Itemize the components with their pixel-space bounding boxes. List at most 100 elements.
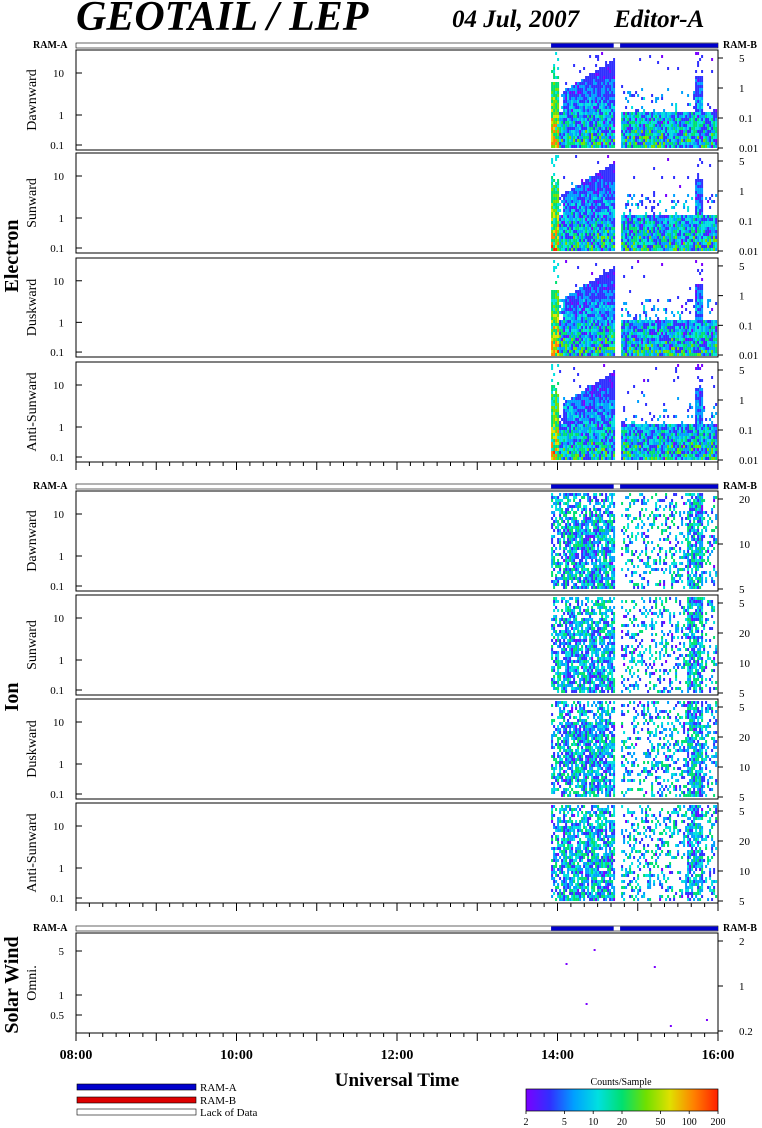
heatmap-cell (601, 338, 604, 341)
heatmap-cell (553, 385, 556, 388)
heatmap-cell (699, 344, 702, 347)
heatmap-cell (611, 311, 614, 314)
heatmap-cell (587, 439, 590, 442)
heatmap-cell (681, 139, 684, 142)
heatmap-cell (695, 182, 698, 185)
heatmap-cell (635, 329, 638, 332)
heatmap-cell (551, 115, 554, 118)
heatmap-cell (597, 124, 600, 127)
heatmap-cell (569, 130, 572, 133)
heatmap-cell (637, 233, 640, 236)
heatmap-cell (587, 115, 590, 118)
heatmap-cell (649, 299, 652, 302)
heatmap-cell (571, 353, 574, 356)
heatmap-cell (625, 115, 628, 118)
heatmap-cell (711, 145, 714, 148)
heatmap-cell (611, 314, 614, 317)
heatmap-cell (679, 185, 682, 188)
heatmap-cell (649, 335, 652, 338)
heatmap-cell (565, 239, 568, 242)
heatmap-cell (713, 115, 716, 118)
heatmap-cell (593, 76, 596, 79)
heatmap-cell (579, 448, 582, 451)
heatmap-cell (703, 236, 706, 239)
heatmap-cell (583, 347, 586, 350)
heatmap-cell (557, 155, 560, 158)
heatmap-cell (557, 248, 560, 251)
heatmap-cell (647, 236, 650, 239)
heatmap-cell (553, 221, 556, 224)
heatmap-cell (587, 344, 590, 347)
heatmap-cell (671, 338, 674, 341)
heatmap-cell (627, 118, 630, 121)
heatmap-cell (621, 224, 624, 227)
heatmap-cell (589, 427, 592, 430)
heatmap-cell (591, 314, 594, 317)
heatmap-cell (569, 212, 572, 215)
heatmap-cell (571, 296, 574, 299)
heatmap-cell (557, 275, 560, 278)
heatmap-cell (567, 145, 570, 148)
heatmap-cell (575, 103, 578, 106)
heatmap-cell (609, 341, 612, 344)
heatmap-cell (663, 341, 666, 344)
heatmap-cell (605, 115, 608, 118)
heatmap-cell (587, 451, 590, 454)
heatmap-cell (563, 415, 566, 418)
heatmap-cell (685, 302, 688, 305)
heatmap-cell (691, 347, 694, 350)
heatmap-cell (569, 409, 572, 412)
heatmap-cell (591, 335, 594, 338)
heatmap-cell (565, 427, 568, 430)
heatmap-cell (569, 454, 572, 457)
heatmap-cell (557, 91, 560, 94)
heatmap-cell (561, 145, 564, 148)
heatmap-cell (641, 350, 644, 353)
heatmap-cell (575, 305, 578, 308)
heatmap-cell (627, 221, 630, 224)
heatmap-cell (657, 320, 660, 323)
heatmap-cell (565, 194, 568, 197)
heatmap-cell (697, 215, 700, 218)
heatmap-cell (599, 209, 602, 212)
heatmap-cell (557, 133, 560, 136)
heatmap-cell (707, 121, 710, 124)
heatmap-cell (569, 142, 572, 145)
heatmap-cell (621, 335, 624, 338)
heatmap-cell (591, 353, 594, 356)
heatmap-cell (649, 230, 652, 233)
heatmap-cell (611, 188, 614, 191)
heatmap-cell (579, 442, 582, 445)
heatmap-cell (629, 236, 632, 239)
heatmap-cell (651, 206, 654, 209)
heatmap-cell (577, 290, 580, 293)
heatmap-cell (577, 332, 580, 335)
heatmap-cell (665, 218, 668, 221)
heatmap-cell (601, 230, 604, 233)
heatmap-cell (645, 239, 648, 242)
heatmap-cell (553, 326, 556, 329)
heatmap-cell (699, 191, 702, 194)
heatmap-cell (561, 299, 564, 302)
heatmap-cell (581, 302, 584, 305)
heatmap-cell (661, 130, 664, 133)
heatmap-cell (659, 145, 662, 148)
heatmap-cell (709, 118, 712, 121)
heatmap-cell (669, 329, 672, 332)
heatmap-cell (601, 85, 604, 88)
heatmap-cell (701, 239, 704, 242)
heatmap-cell (655, 242, 658, 245)
heatmap-cell (687, 320, 690, 323)
heatmap-cell (589, 424, 592, 427)
heatmap-cell (591, 218, 594, 221)
heatmap-cell (705, 347, 708, 350)
heatmap-cell (671, 320, 674, 323)
heatmap-cell (701, 338, 704, 341)
heatmap-cell (571, 191, 574, 194)
heatmap-cell (595, 427, 598, 430)
heatmap-cell (579, 115, 582, 118)
heatmap-cell (715, 145, 718, 148)
heatmap-cell (651, 118, 654, 121)
heatmap-cell (661, 215, 664, 218)
heatmap-cell (647, 332, 650, 335)
